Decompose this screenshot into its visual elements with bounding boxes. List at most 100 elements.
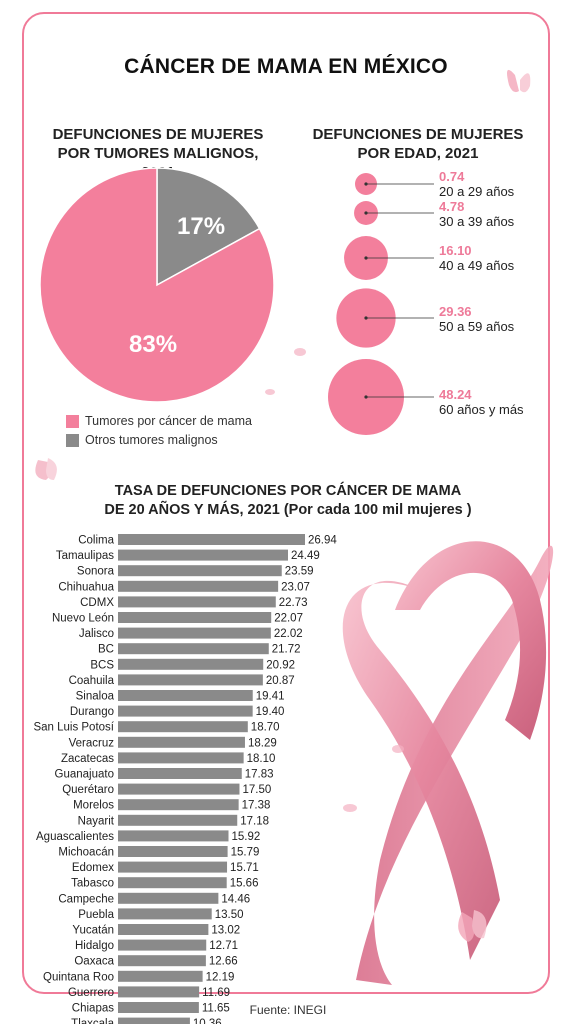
bar — [118, 830, 229, 842]
bar-category-label: Tabasco — [71, 878, 114, 890]
bar-subtitle-line1: TASA DE DEFUNCIONES POR CÁNCER DE MAMA — [114, 483, 462, 499]
bar — [118, 674, 263, 686]
bar — [118, 580, 279, 592]
bar — [118, 877, 227, 889]
bar-category-label: Jalisco — [79, 628, 114, 640]
bar-value-label: 24.49 — [291, 550, 320, 562]
bar-value-label: 15.66 — [230, 878, 259, 890]
bar-value-label: 15.79 — [231, 847, 260, 859]
age-category-label: 40 a 49 años — [439, 258, 515, 273]
bar-value-label: 17.50 — [242, 784, 271, 796]
bar-category-label: CDMX — [80, 597, 114, 609]
legend-label-breast: Tumores por cáncer de mama — [85, 414, 252, 428]
bar — [118, 861, 228, 873]
bar-category-label: Quintana Roo — [43, 971, 114, 983]
bar-value-label: 23.07 — [281, 581, 310, 593]
bar — [118, 1017, 190, 1024]
age-subtitle-line2: POR EDAD, 2021 — [357, 145, 479, 162]
bar-category-label: Veracruz — [69, 737, 115, 749]
bar — [118, 705, 253, 717]
bar — [118, 955, 206, 967]
legend-label-other: Otros tumores malignos — [85, 433, 218, 447]
bar — [118, 736, 245, 748]
bar-value-label: 17.83 — [245, 769, 274, 781]
bar-value-label: 17.38 — [242, 800, 271, 812]
bar-value-label: 22.02 — [274, 628, 303, 640]
bar — [118, 643, 269, 655]
bar-value-label: 23.59 — [285, 566, 314, 578]
bar-category-label: Coahuila — [69, 675, 115, 687]
bar-subtitle: TASA DE DEFUNCIONES POR CÁNCER DE MAMA D… — [40, 482, 536, 520]
bar — [118, 1002, 199, 1013]
age-leader-dot — [364, 395, 368, 399]
bar-subtitle-line2: DE 20 AÑOS Y MÁS, 2021 (Por cada 100 mil… — [104, 502, 472, 518]
age-subtitle: DEFUNCIONES DE MUJERES POR EDAD, 2021 — [298, 125, 538, 163]
bar-value-label: 20.92 — [266, 659, 295, 671]
bar-value-label: 21.72 — [272, 644, 301, 656]
bar-category-label: Campeche — [58, 893, 114, 905]
bar — [118, 799, 239, 811]
age-leader-dot — [364, 256, 368, 260]
bar — [118, 549, 288, 561]
bar-category-label: Querétaro — [62, 784, 114, 796]
bar-category-label: Oaxaca — [74, 956, 114, 968]
bar — [118, 721, 248, 733]
bar-category-label: BC — [98, 644, 114, 656]
bar — [118, 768, 242, 779]
bar-category-label: Guanajuato — [55, 769, 114, 781]
bar-value-label: 15.71 — [230, 862, 259, 874]
age-value-label: 48.24 — [439, 387, 472, 402]
legend-item-breast: Tumores por cáncer de mama — [66, 414, 252, 428]
age-leader-dot — [364, 316, 368, 320]
pie-slice-breast-cancer — [39, 167, 275, 403]
bar-value-label: 22.07 — [274, 613, 303, 625]
bar — [118, 612, 272, 623]
pie-subtitle-line1: DEFUNCIONES DE MUJERES — [52, 126, 264, 143]
bar — [118, 846, 228, 857]
bar-category-label: Guerrero — [68, 987, 114, 999]
bar-category-label: Puebla — [78, 909, 114, 921]
bar-category-label: San Luis Potosí — [33, 722, 114, 734]
bar-value-label: 19.40 — [256, 706, 285, 718]
age-value-label: 4.78 — [439, 199, 465, 214]
bar-value-label: 13.02 — [211, 925, 240, 937]
bar-value-label: 15.92 — [232, 831, 261, 843]
bar — [118, 752, 244, 764]
age-leader-dot — [364, 211, 368, 215]
bar-value-label: 12.19 — [206, 971, 235, 983]
bar-value-label: 22.73 — [279, 597, 308, 609]
age-leader-dot — [364, 182, 368, 186]
bar — [118, 658, 264, 670]
pie-label-breast: 83% — [129, 331, 178, 358]
bar — [118, 908, 212, 920]
bar-category-label: Chihuahua — [58, 581, 114, 593]
bar — [118, 627, 271, 639]
bar-value-label: 19.41 — [256, 691, 285, 703]
bar-value-label: 17.18 — [240, 815, 269, 827]
age-category-label: 20 a 29 años — [439, 184, 515, 199]
age-value-label: 29.36 — [439, 304, 472, 319]
bar — [118, 783, 240, 795]
bar-category-label: Chiapas — [72, 1003, 114, 1015]
bar-value-label: 20.87 — [266, 675, 295, 687]
bar-category-label: Durango — [70, 706, 114, 718]
age-category-label: 30 a 39 años — [439, 214, 515, 229]
bar-value-label: 14.46 — [221, 893, 250, 905]
bar — [118, 924, 209, 935]
bar-value-label: 18.10 — [247, 753, 276, 765]
bar-value-label: 18.29 — [248, 737, 277, 749]
bar-category-label: Nayarit — [78, 815, 115, 827]
bar — [118, 565, 282, 577]
bar-category-label: Nuevo León — [52, 613, 114, 625]
bar-category-label: Colima — [78, 535, 114, 547]
bar-category-label: Hidalgo — [75, 940, 114, 952]
age-subtitle-line1: DEFUNCIONES DE MUJERES — [312, 126, 524, 143]
legend-swatch-pink — [66, 414, 79, 428]
bar-category-label: Sonora — [77, 566, 115, 578]
bar — [118, 986, 200, 998]
bar-value-label: 11.69 — [202, 987, 230, 999]
pie-slice-other-tumors — [156, 167, 261, 287]
